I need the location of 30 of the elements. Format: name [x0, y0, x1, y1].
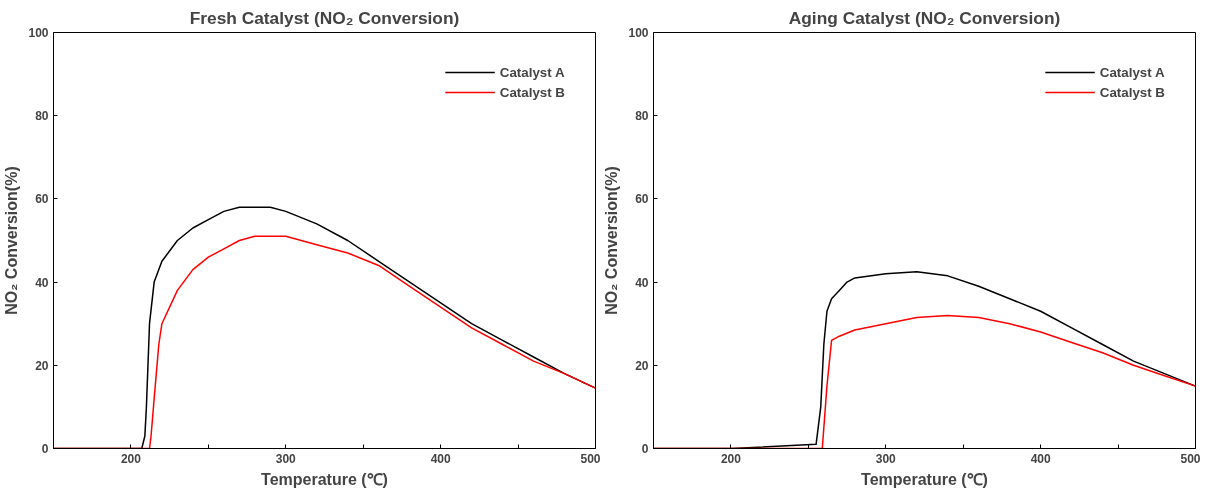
legend-label: Catalyst B: [1099, 84, 1165, 100]
chart-title: Aging Catalyst (NO₂ Conversion): [788, 7, 1061, 28]
y-tick-label: 40: [35, 275, 49, 290]
y-tick-label: 60: [35, 192, 49, 207]
x-axis-title: Temperature (℃): [861, 470, 988, 488]
legend-label: Catalyst B: [499, 84, 565, 100]
y-tick-label: 0: [641, 442, 649, 456]
x-tick-label: 400: [1030, 451, 1051, 466]
x-tick-label: 400: [430, 451, 451, 466]
x-tick-label: 300: [875, 451, 897, 466]
y-tick-label: 20: [35, 358, 49, 373]
y-tick-label: 100: [28, 26, 49, 40]
legend-label: Catalyst A: [499, 64, 565, 80]
y-tick-label: 0: [41, 442, 49, 456]
y-tick-label: 20: [635, 358, 649, 373]
y-tick-label: 40: [635, 275, 649, 290]
y-tick-label: 80: [635, 109, 649, 124]
chart-title: Fresh Catalyst (NO₂ Conversion): [189, 7, 460, 28]
x-tick-label: 200: [720, 451, 742, 466]
x-tick-label: 300: [275, 451, 297, 466]
y-tick-label: 80: [35, 109, 49, 124]
x-tick-label: 200: [120, 451, 142, 466]
legend-label: Catalyst A: [1099, 64, 1165, 80]
y-axis-title: NO₂ Conversion(%): [603, 166, 621, 315]
x-axis-title: Temperature (℃): [261, 470, 388, 488]
y-tick-label: 60: [635, 192, 649, 207]
y-axis-title: NO₂ Conversion(%): [3, 166, 21, 315]
x-tick-label: 500: [1180, 451, 1201, 466]
y-tick-label: 100: [628, 26, 649, 40]
x-tick-label: 500: [580, 451, 601, 466]
